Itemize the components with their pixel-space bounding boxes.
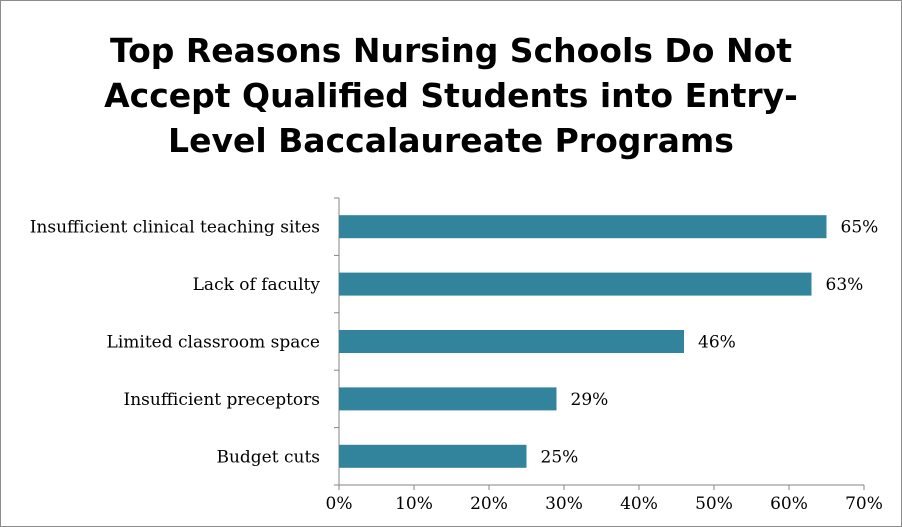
- x-tick-label: 60%: [770, 494, 808, 514]
- data-label: 63%: [826, 275, 864, 295]
- bar: [339, 272, 812, 296]
- data-label: 46%: [698, 333, 736, 353]
- x-tick-label: 0%: [326, 494, 353, 514]
- chart-title: Top Reasons Nursing Schools Do Not Accep…: [0, 28, 902, 163]
- bar: [339, 444, 527, 468]
- x-tick-label: 50%: [695, 494, 733, 514]
- data-label: 25%: [541, 447, 579, 467]
- chart-title-line-2: Accept Qualified Students into Entry-: [104, 76, 798, 115]
- category-label: Lack of faculty: [193, 275, 321, 295]
- plot-area: 0% 10% 20% 30% 40% 50% 60% 70% Insufficient clin…: [30, 197, 883, 514]
- x-tick-label: 40%: [620, 494, 658, 514]
- chart-title-line-3: Level Baccalaureate Programs: [168, 121, 734, 160]
- x-tick-label: 10%: [395, 494, 433, 514]
- x-tick-label: 70%: [845, 494, 883, 514]
- data-label: 29%: [571, 390, 609, 410]
- chart-title-line-1: Top Reasons Nursing Schools Do Not: [109, 31, 793, 70]
- data-label: 65%: [841, 218, 879, 238]
- category-label: Insufficient clinical teaching sites: [30, 218, 320, 238]
- x-tick-label: 20%: [470, 494, 508, 514]
- bar: [339, 330, 684, 353]
- category-label: Insufficient preceptors: [123, 390, 320, 410]
- category-label: Limited classroom space: [107, 333, 320, 353]
- bar: [339, 215, 827, 239]
- x-tick-label: 30%: [545, 494, 583, 514]
- category-label: Budget cuts: [216, 447, 320, 467]
- bar: [339, 387, 557, 411]
